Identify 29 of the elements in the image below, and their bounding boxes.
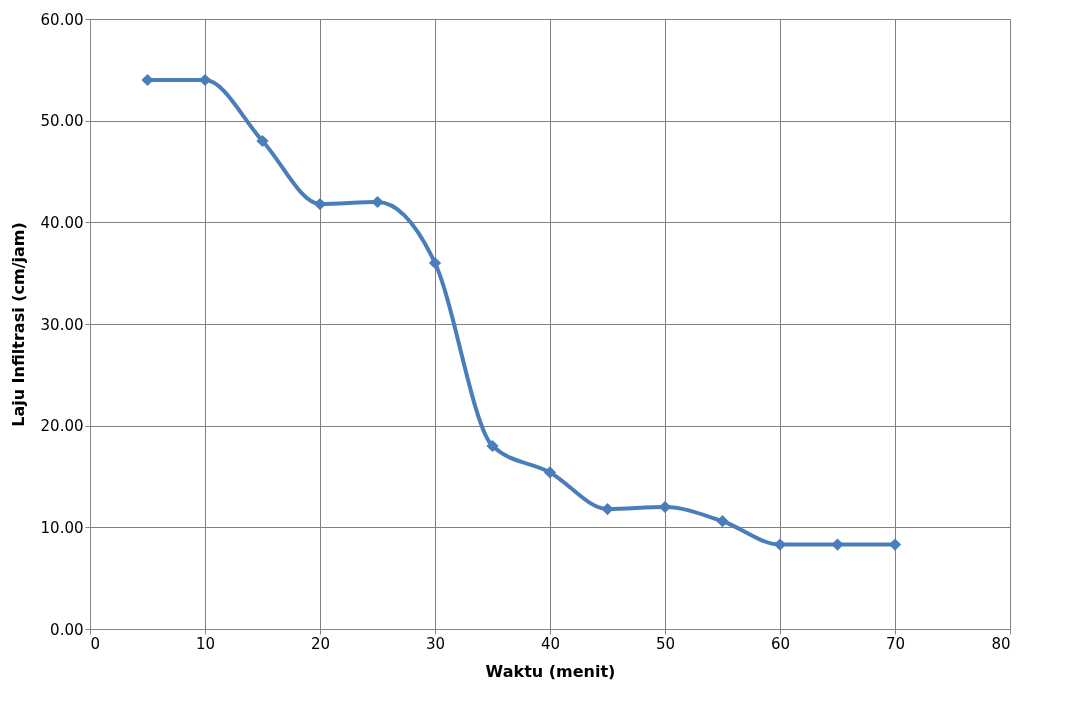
point: [428, 256, 442, 270]
x-tick-label: 10: [195, 634, 216, 653]
x-tick-label: 0: [90, 634, 101, 653]
x-tick-label: 60: [770, 634, 791, 653]
point: [658, 500, 672, 514]
x-axis-title: Waktu (menit): [485, 661, 616, 681]
point: [141, 73, 154, 87]
y-tick-label: 0.00: [50, 620, 84, 639]
x-tick-label: 30: [425, 634, 446, 653]
y-tick-label: 60.00: [40, 10, 84, 29]
y-tick-label: 50.00: [40, 112, 84, 131]
point: [773, 538, 787, 551]
x-tick-label: 70: [885, 634, 906, 653]
point: [371, 195, 384, 209]
y-tick-label: 30.00: [40, 315, 84, 334]
x-tick-label: 80: [991, 634, 1011, 653]
point: [888, 538, 902, 551]
point: [601, 502, 614, 516]
y-tick-label: 20.00: [40, 417, 84, 436]
x-tick-label: 20: [310, 634, 331, 653]
point: [543, 466, 557, 479]
x-tick-label: 50: [655, 634, 676, 653]
y-tick-label: 10.00: [40, 518, 84, 537]
point: [486, 439, 499, 453]
point: [256, 134, 269, 148]
x-tick-label: 40: [540, 634, 561, 653]
y-tick-label: 40.00: [40, 213, 84, 232]
point: [716, 515, 729, 528]
y-axis-title: Laju Infiltrasi (cm/jam): [8, 222, 28, 427]
